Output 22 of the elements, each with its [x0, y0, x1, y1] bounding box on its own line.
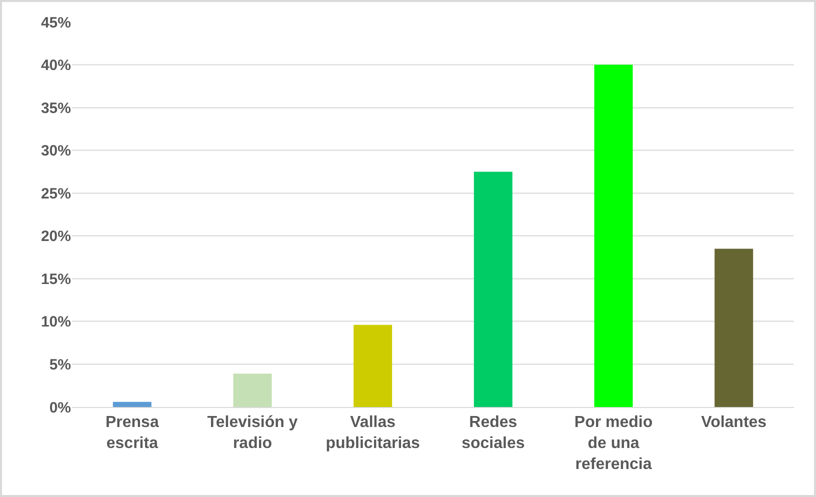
bar: [112, 402, 152, 407]
y-tick-label: 30%: [40, 142, 71, 160]
bar: [474, 172, 512, 407]
bar: [354, 324, 392, 407]
y-tick-label: 5%: [49, 356, 71, 374]
x-tick-label: Por medio de una referencia: [574, 414, 653, 473]
y-tick-label: 45%: [40, 14, 71, 32]
y-tick-label: 0%: [49, 399, 71, 416]
x-tick-label: Televisión y radio: [207, 414, 298, 452]
y-tick-label: 40%: [40, 57, 71, 74]
y-tick-label: 15%: [40, 270, 71, 288]
x-tick-label: Vallas publicitarias: [326, 414, 420, 452]
bar: [714, 248, 754, 407]
x-tick-label: Prensa escrita: [105, 414, 159, 452]
bar: [233, 374, 272, 407]
y-tick-label: 35%: [40, 100, 71, 117]
y-tick-label: 20%: [40, 228, 71, 246]
x-tick-label: Volantes: [701, 414, 767, 432]
y-tick-label: 10%: [40, 314, 71, 331]
y-tick-label: 25%: [40, 185, 71, 202]
bar: [594, 64, 633, 407]
x-tick-label: Redes sociales: [462, 414, 525, 452]
